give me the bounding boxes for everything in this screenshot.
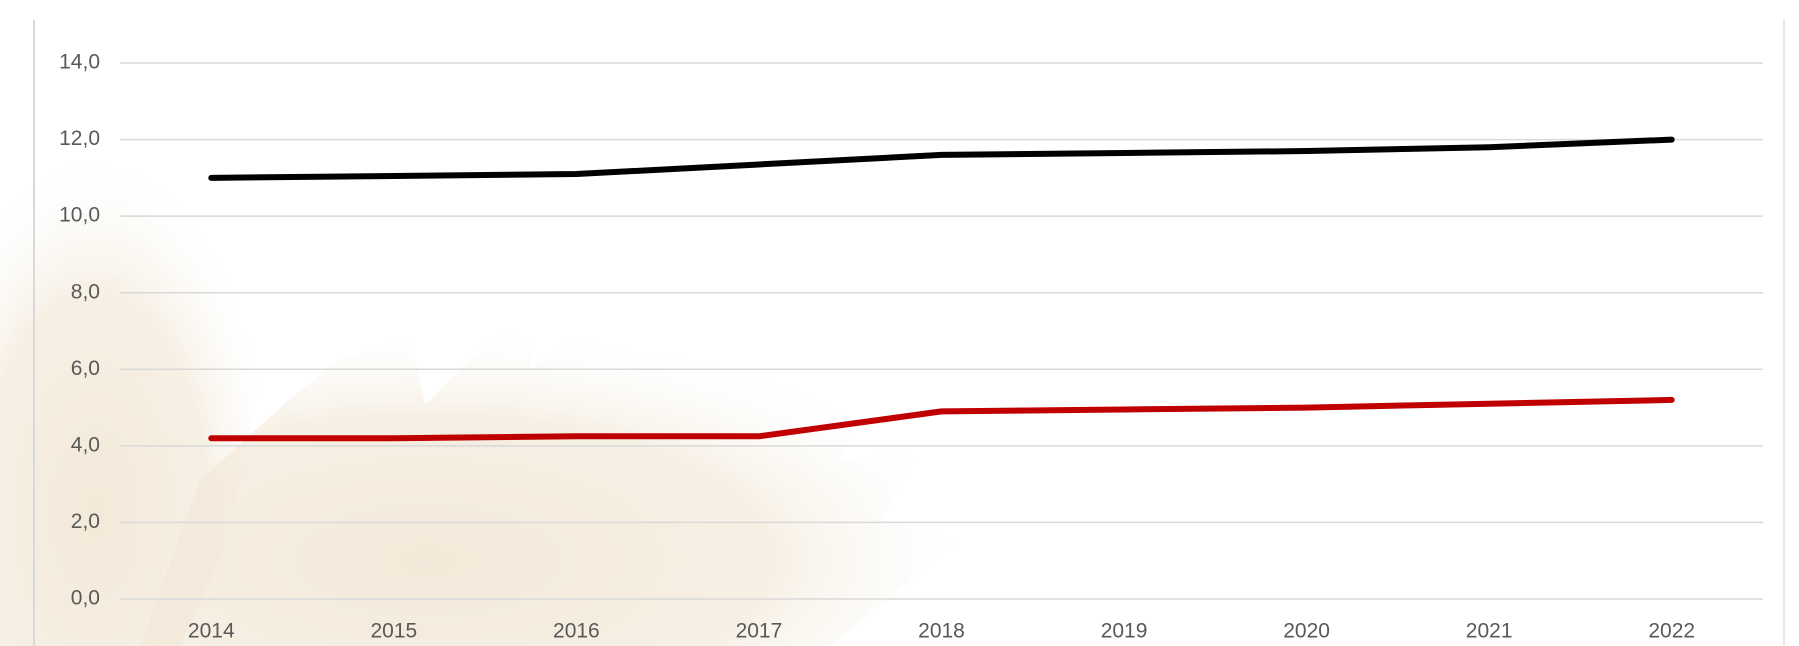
x-tick-label: 2021 <box>1466 620 1513 643</box>
x-tick-label: 2022 <box>1648 620 1695 643</box>
y-tick-label: 2,0 <box>71 510 100 533</box>
x-tick-label: 2017 <box>736 620 783 643</box>
background-decoration <box>0 118 960 646</box>
y-tick-label: 10,0 <box>59 204 100 227</box>
x-tick-label: 2018 <box>918 620 965 643</box>
x-tick-label: 2020 <box>1283 620 1330 643</box>
y-tick-label: 8,0 <box>71 280 100 303</box>
y-tick-label: 14,0 <box>59 51 100 74</box>
series-line <box>208 136 1675 181</box>
series-line <box>208 396 1675 442</box>
x-tick-label: 2014 <box>188 620 235 643</box>
x-tick-label: 2019 <box>1101 620 1148 643</box>
y-tick-label: 6,0 <box>71 357 100 380</box>
y-tick-label: 4,0 <box>71 433 100 456</box>
y-tick-label: 0,0 <box>71 587 100 610</box>
x-tick-label: 2015 <box>370 620 417 643</box>
y-tick-label: 12,0 <box>59 127 100 150</box>
x-tick-label: 2016 <box>553 620 600 643</box>
